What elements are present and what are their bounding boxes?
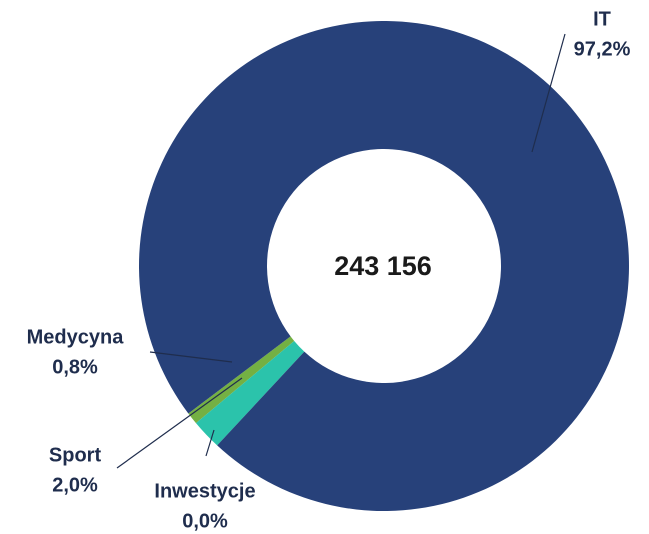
slice-label: Inwestycje bbox=[154, 480, 255, 502]
slice-label: Medycyna bbox=[27, 326, 125, 348]
leader-line bbox=[149, 351, 233, 363]
leader-line bbox=[531, 33, 566, 153]
slice-value-label: 2,0% bbox=[52, 474, 98, 496]
slice-label: Sport bbox=[49, 444, 102, 466]
donut-slice bbox=[188, 336, 295, 424]
slice-value-label: 0,0% bbox=[182, 510, 228, 532]
leader-line bbox=[116, 377, 243, 469]
slice-value-label: 97,2% bbox=[574, 38, 631, 60]
center-total: 243 156 bbox=[334, 251, 432, 281]
slice-value-label: 0,8% bbox=[52, 356, 98, 378]
donut-slice bbox=[139, 21, 629, 512]
slice-label: IT bbox=[593, 8, 611, 30]
leader-line bbox=[205, 429, 215, 457]
donut-slice bbox=[195, 341, 305, 446]
